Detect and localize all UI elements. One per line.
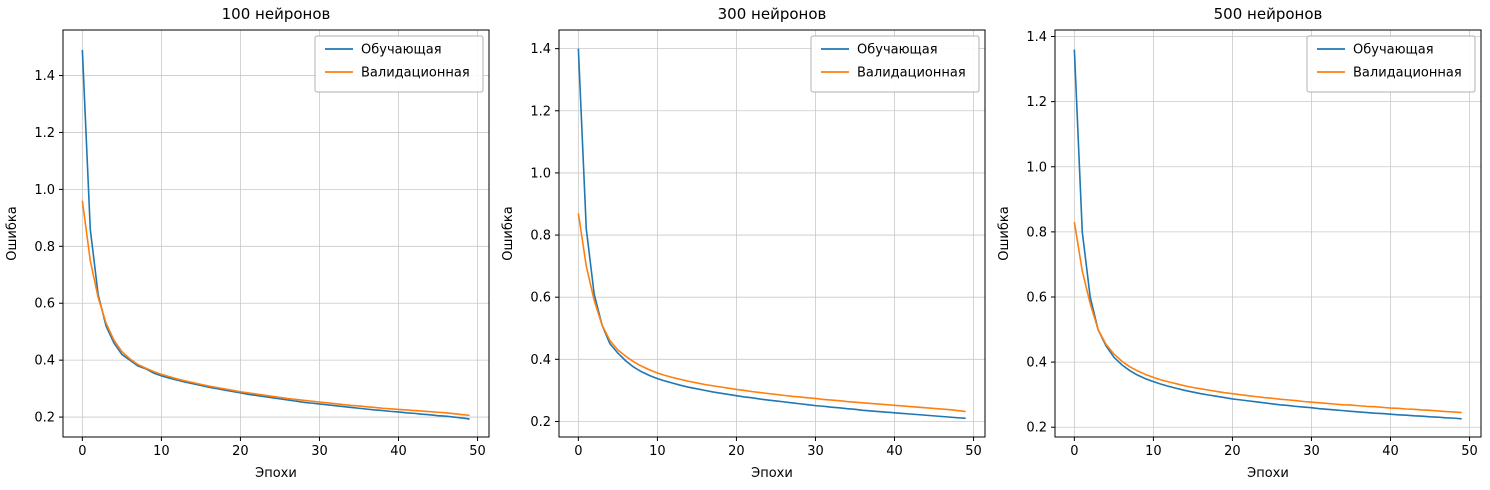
y-tick-label: 1.0	[530, 166, 551, 181]
x-tick-label: 20	[728, 444, 745, 459]
series-line-train	[1073, 49, 1462, 420]
x-tick-label: 40	[886, 444, 903, 459]
legend-label-train: Обучающая	[1353, 43, 1434, 58]
y-tick-label: 0.2	[34, 411, 55, 426]
y-tick-label: 0.6	[1026, 290, 1047, 305]
y-tick-label: 1.0	[1026, 160, 1047, 175]
y-tick-label: 1.2	[34, 126, 55, 141]
series-line-val	[577, 213, 966, 413]
y-tick-label: 0.6	[34, 297, 55, 312]
x-tick-label: 10	[649, 444, 666, 459]
chart-100-neurons: 0 10 20 30 40 50 0.2 0.4 0.6 0.8 1.0 1.2 1.4 100 нейр…	[0, 0, 496, 490]
legend-label-val: Валидационная	[1353, 66, 1462, 81]
chart-title: 100 нейронов	[222, 5, 331, 23]
y-tick-label: 0.2	[1026, 421, 1047, 436]
y-tick-label: 0.4	[1026, 356, 1047, 371]
x-tick-label: 0	[1070, 444, 1078, 459]
x-tick-label: 10	[153, 444, 170, 459]
x-tick-label: 50	[965, 444, 982, 459]
legend-box	[1306, 35, 1476, 93]
chart-title: 300 нейронов	[718, 5, 827, 23]
y-tick-label: 0.2	[530, 415, 551, 430]
series-line-val	[81, 200, 470, 417]
y-tick-label: 1.4	[1026, 30, 1047, 45]
y-tick-label: 0.6	[530, 291, 551, 306]
axes-spines	[1054, 29, 1482, 438]
legend-label-train: Обучающая	[857, 43, 938, 58]
x-tick-label: 30	[311, 444, 328, 459]
x-axis-label: Эпохи	[1247, 466, 1289, 481]
legend-box	[810, 35, 980, 93]
y-tick-label: 1.0	[34, 183, 55, 198]
x-tick-label: 50	[469, 444, 486, 459]
y-axis-label: Ошибка	[997, 206, 1012, 260]
y-tick-label: 0.4	[530, 353, 551, 368]
y-tick-label: 1.2	[530, 104, 551, 119]
y-tick-label: 1.2	[1026, 95, 1047, 110]
legend-label-val: Валидационная	[857, 66, 966, 81]
legend-label-train: Обучающая	[361, 43, 442, 58]
x-tick-label: 0	[574, 444, 582, 459]
y-tick-label: 0.8	[1026, 225, 1047, 240]
series-line-val	[1073, 221, 1462, 414]
x-axis-label: Эпохи	[255, 466, 297, 481]
axes-spines	[558, 29, 986, 438]
x-axis-label: Эпохи	[751, 466, 793, 481]
y-tick-label: 1.4	[34, 69, 55, 84]
x-tick-label: 30	[1303, 444, 1320, 459]
x-tick-label: 0	[78, 444, 86, 459]
chart-title: 500 нейронов	[1214, 5, 1323, 23]
x-tick-label: 40	[1382, 444, 1399, 459]
legend-label-val: Валидационная	[361, 66, 470, 81]
y-axis-label: Ошибка	[5, 206, 20, 260]
legend-box	[314, 35, 484, 93]
subplot-500-neurons: 0 10 20 30 40 50 0.2 0.4 0.6 0.8 1.0 1.2 1.4 500 нейр…	[992, 0, 1488, 490]
y-axis-label: Ошибка	[501, 206, 516, 260]
x-tick-label: 50	[1461, 444, 1478, 459]
x-tick-label: 30	[807, 444, 824, 459]
y-tick-label: 0.8	[530, 229, 551, 244]
x-tick-label: 20	[232, 444, 249, 459]
subplot-100-neurons: 0 10 20 30 40 50 0.2 0.4 0.6 0.8 1.0 1.2 1.4 100 нейр…	[0, 0, 496, 490]
x-tick-label: 40	[390, 444, 407, 459]
chart-300-neurons: 0 10 20 30 40 50 0.2 0.4 0.6 0.8 1.0 1.2 1.4 300 нейр…	[496, 0, 992, 490]
y-tick-label: 0.4	[34, 354, 55, 369]
y-tick-label: 0.8	[34, 240, 55, 255]
x-tick-label: 10	[1145, 444, 1162, 459]
chart-500-neurons: 0 10 20 30 40 50 0.2 0.4 0.6 0.8 1.0 1.2 1.4 500 нейр…	[992, 0, 1488, 490]
y-tick-label: 1.4	[530, 42, 551, 57]
series-line-train	[577, 48, 966, 420]
subplot-300-neurons: 0 10 20 30 40 50 0.2 0.4 0.6 0.8 1.0 1.2 1.4 300 нейр…	[496, 0, 992, 490]
x-tick-label: 20	[1224, 444, 1241, 459]
axes-spines	[62, 29, 490, 438]
